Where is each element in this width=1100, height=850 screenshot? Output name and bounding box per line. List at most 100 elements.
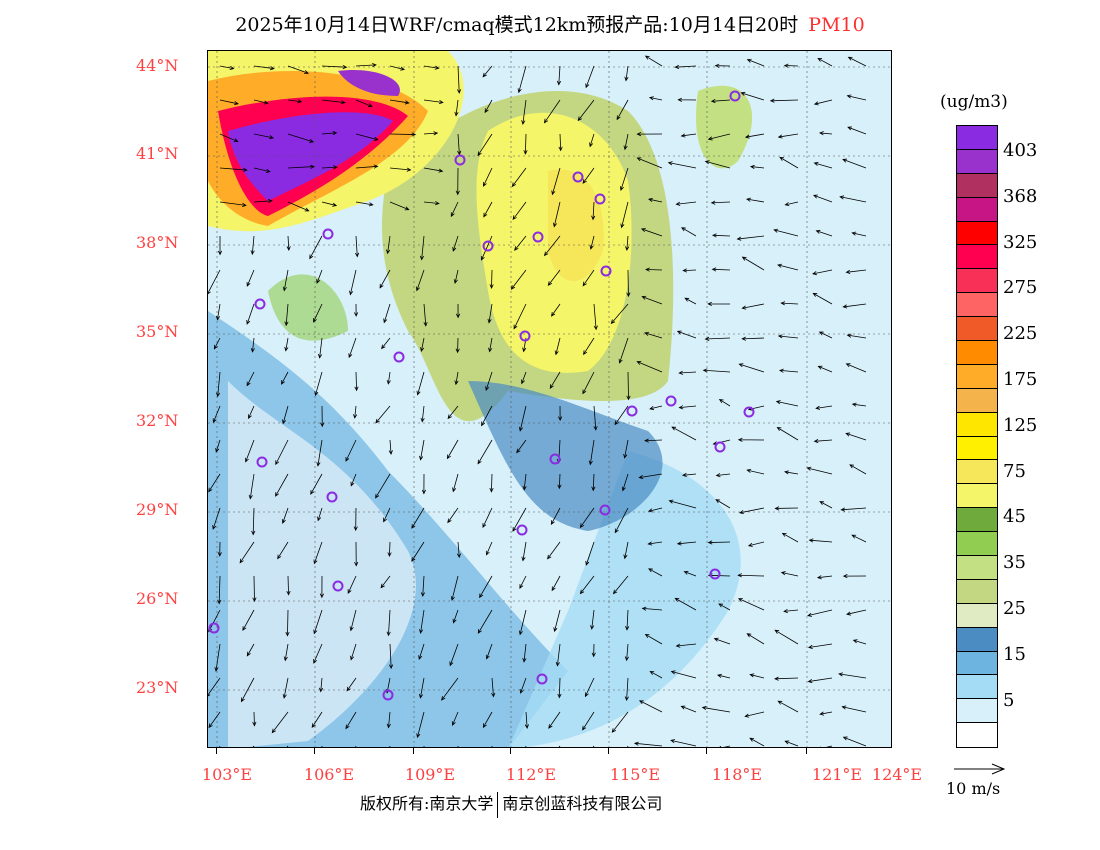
wind-arrow xyxy=(214,643,221,672)
wind-arrow xyxy=(591,473,596,492)
wind-arrow xyxy=(577,99,595,122)
wind-arrow xyxy=(355,99,373,108)
wind-arrow xyxy=(682,472,697,478)
wind-arrow xyxy=(423,99,444,105)
wind-arrow xyxy=(383,303,391,324)
wind-arrow xyxy=(511,167,527,188)
wind-arrow xyxy=(746,58,765,67)
wind-arrow xyxy=(626,371,631,401)
wind-arrow xyxy=(582,167,595,184)
wind-arrow xyxy=(482,507,493,529)
wind-arrow xyxy=(621,473,629,492)
city-marker xyxy=(393,351,405,363)
wind-arrow xyxy=(491,677,496,698)
legend-label: 5 xyxy=(1003,689,1015,711)
wind-arrow xyxy=(355,63,377,68)
wind-arrow xyxy=(620,201,629,229)
wind-arrow xyxy=(784,740,799,747)
city-marker xyxy=(549,453,561,465)
wind-arrow xyxy=(317,337,323,359)
legend-swatch xyxy=(957,245,997,270)
wind-arrow xyxy=(840,507,867,512)
wind-arrow xyxy=(704,160,731,169)
lon-tick xyxy=(806,748,807,754)
wind-arrow xyxy=(416,711,425,739)
wind-arrow xyxy=(321,165,338,170)
wind-arrow xyxy=(519,677,527,694)
wind-arrow xyxy=(277,541,289,560)
wind-arrow xyxy=(707,540,731,545)
wind-arrow xyxy=(452,473,459,493)
wind-arrow xyxy=(851,534,867,543)
wind-arrow xyxy=(583,337,595,356)
wind-arrow xyxy=(847,126,867,135)
wind-arrow xyxy=(313,541,323,565)
wind-arrow xyxy=(282,405,289,425)
wind-arrow xyxy=(217,541,222,557)
wind-arrow xyxy=(591,643,596,658)
wind-arrow xyxy=(627,745,629,747)
wind-arrow xyxy=(547,541,561,560)
wind-arrow xyxy=(250,337,255,353)
legend-swatch xyxy=(957,317,997,342)
wind-arrow xyxy=(623,439,629,459)
wind-arrow xyxy=(419,235,425,261)
city-marker xyxy=(729,90,741,102)
wind-arrow xyxy=(819,711,833,716)
high-concentration-area xyxy=(338,70,400,96)
wind-arrow xyxy=(420,405,425,423)
wind-arrow xyxy=(815,229,833,237)
wind-arrow xyxy=(212,507,221,530)
wind-arrow xyxy=(353,405,358,419)
wind-arrow xyxy=(549,371,561,389)
legend-swatch xyxy=(957,293,997,318)
wind-arrow xyxy=(208,677,221,697)
wind-arrow xyxy=(741,256,765,271)
legend-label: 35 xyxy=(1003,552,1026,574)
wind-arrow xyxy=(275,473,289,497)
wind-arrow xyxy=(747,541,765,547)
wind-arrow xyxy=(510,269,527,290)
wind-arrow xyxy=(641,295,663,305)
wind-arrow xyxy=(246,269,255,287)
wind-arrow xyxy=(477,133,493,157)
wind-arrow xyxy=(818,131,833,136)
wind-arrow xyxy=(842,574,867,579)
wind-arrow xyxy=(781,532,799,543)
legend-label: 45 xyxy=(1003,506,1026,528)
wind-arrow xyxy=(719,745,731,747)
wind-arrow xyxy=(386,711,391,729)
wind-arrow xyxy=(455,337,460,354)
wind-arrow xyxy=(741,303,765,310)
wind-arrow xyxy=(314,371,323,397)
wind-arrow xyxy=(321,131,338,136)
wind-arrow xyxy=(776,426,799,441)
wind-arrow xyxy=(737,573,765,578)
mid-concentration-area xyxy=(468,381,663,531)
low-concentration-area xyxy=(508,451,741,747)
legend-swatch xyxy=(957,149,997,174)
wind-arrow xyxy=(447,507,459,524)
wind-arrow xyxy=(548,711,561,729)
wind-arrow xyxy=(817,365,833,373)
wind-arrow xyxy=(702,368,731,373)
wind-arrow xyxy=(275,439,289,466)
legend-swatch xyxy=(957,723,997,748)
wind-arrow xyxy=(716,673,731,679)
wind-arrow xyxy=(287,133,315,143)
wind-arrow xyxy=(744,133,765,139)
wind-arrow xyxy=(711,267,731,272)
legend-swatch xyxy=(957,269,997,294)
wind-arrow xyxy=(310,473,323,495)
wind-arrow xyxy=(707,301,731,306)
wind-arrow xyxy=(777,334,799,339)
wind-arrow xyxy=(345,711,357,730)
wind-arrow xyxy=(485,643,493,660)
wind-arrow xyxy=(355,201,374,207)
title-text: 2025年10月14日WRF/cmaq模式12km预报产品:10月14日20时 xyxy=(235,14,799,36)
wind-arrow xyxy=(355,235,360,258)
wind-arrow xyxy=(287,65,310,75)
wind-arrow xyxy=(585,65,595,89)
wind-arrow xyxy=(319,575,324,599)
wind-arrow xyxy=(624,65,629,82)
